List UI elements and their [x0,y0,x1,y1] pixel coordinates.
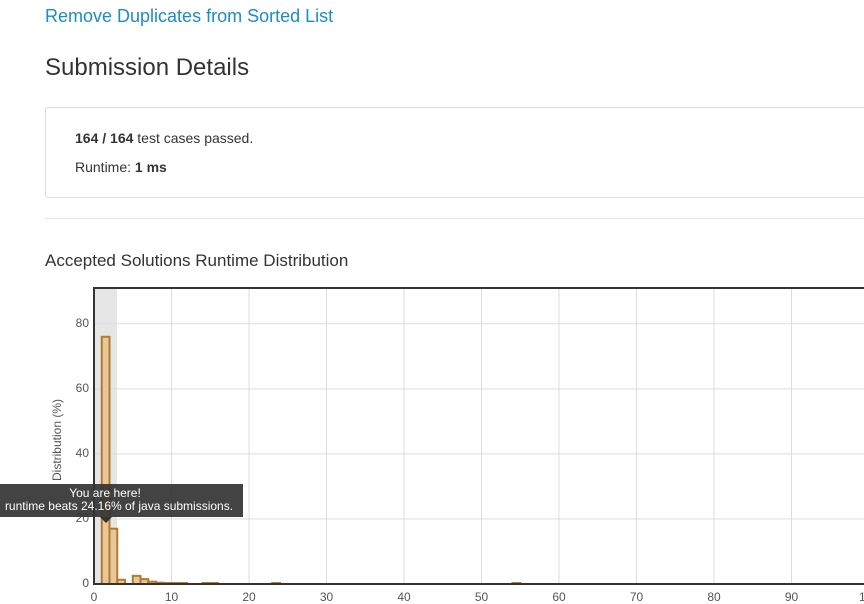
chart-heading: Accepted Solutions Runtime Distribution [45,251,349,270]
x-tick-label: 90 [785,590,799,604]
bar [131,574,142,585]
x-tick-label: 80 [707,590,721,604]
y-tick-label: 0 [82,576,89,590]
runtime-line: Runtime: 1 ms [75,159,167,175]
x-tick-label: 50 [475,590,489,604]
summary-box [45,107,864,198]
y-axis-label: Distribution (%) [50,399,64,481]
x-tick-label: 100 [859,590,864,604]
runtime-value: 1 ms [134,159,167,175]
x-tick-label: 40 [397,590,411,604]
passed-text: test cases passed. [137,130,254,146]
tooltip-arrow [100,517,112,523]
x-tick-label: 10 [165,590,179,604]
runtime-label: Runtime: [75,159,132,175]
passed-line: 164 / 164 test cases passed. [75,130,253,146]
tooltip-line: runtime beats 24.16% of java submissions… [5,499,233,513]
x-tick-label: 70 [630,590,644,604]
x-tick-label: 0 [91,590,98,604]
y-tick-label: 80 [76,316,90,330]
heading: Submission Details [45,54,250,81]
tooltip: You are here! runtime beats 24.16% of ja… [0,484,243,523]
y-tick-label: 60 [76,381,90,395]
divider [45,218,864,219]
x-tick-label: 30 [320,590,334,604]
passed-count: 164 / 164 [75,130,134,146]
bar [108,527,119,586]
tooltip-box [0,484,243,517]
tooltip-line: You are here! [69,486,141,500]
plot-frame [93,287,864,585]
problem-link[interactable]: Remove Duplicates from Sorted List [45,6,334,26]
y-tick-label: 40 [76,446,90,460]
x-tick-label: 20 [242,590,256,604]
bar [100,335,111,585]
x-tick-label: 60 [552,590,566,604]
